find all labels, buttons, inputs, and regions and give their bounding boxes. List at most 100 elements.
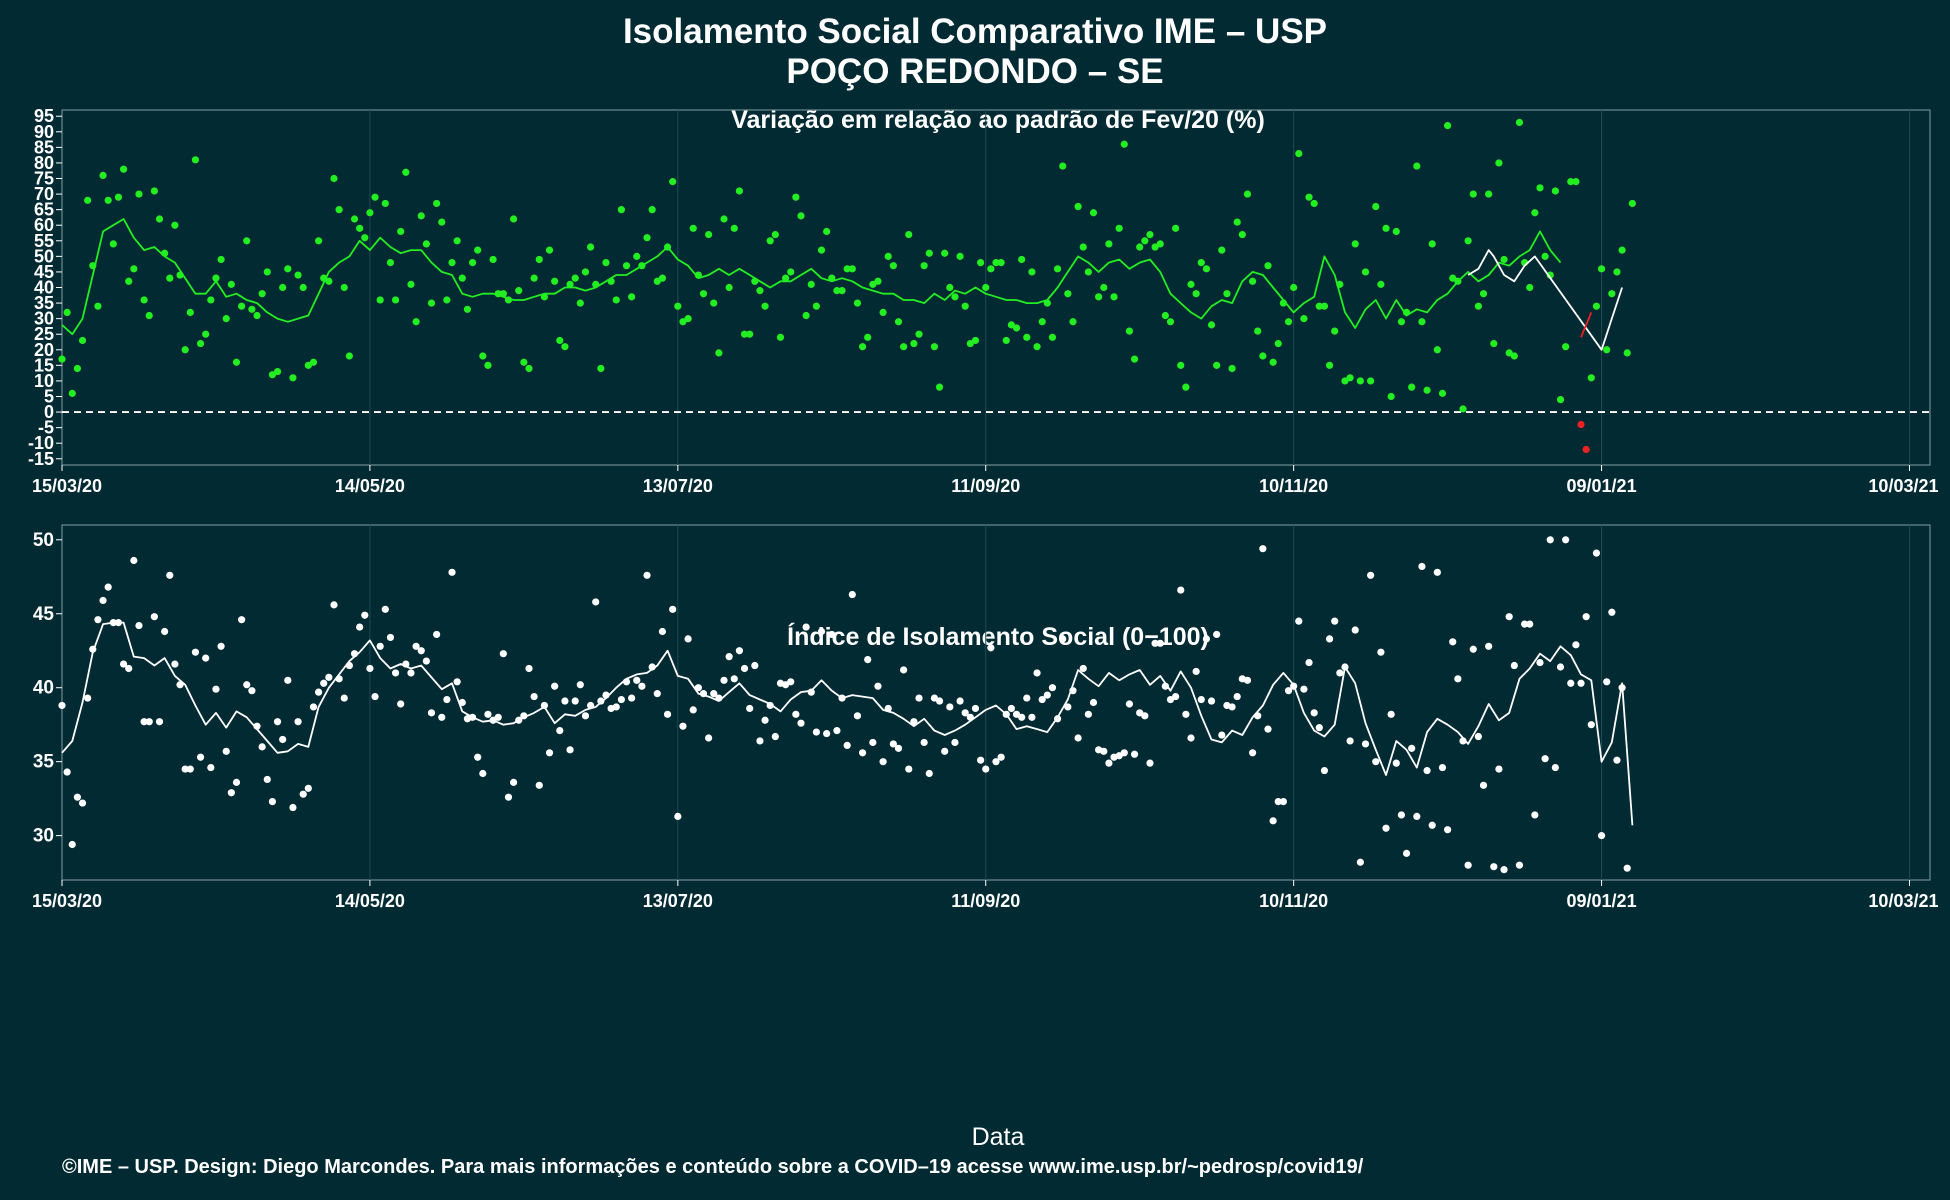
data-point — [710, 299, 718, 307]
data-point — [217, 255, 225, 264]
data-point — [1500, 255, 1508, 264]
data-point — [525, 364, 533, 373]
data-point — [1100, 283, 1108, 292]
data-point — [140, 718, 148, 726]
data-point — [1408, 744, 1416, 752]
data-point — [356, 623, 364, 631]
data-point — [196, 753, 205, 761]
data-point — [330, 174, 338, 183]
data-point — [581, 268, 590, 276]
data-point — [1064, 290, 1072, 298]
data-point — [499, 650, 507, 658]
data-point — [1351, 626, 1359, 634]
data-point — [191, 648, 200, 656]
data-point — [479, 352, 487, 360]
data-point — [864, 656, 872, 664]
x-tick-label: 13/07/20 — [643, 476, 713, 496]
data-point — [802, 623, 810, 631]
data-point — [243, 237, 251, 245]
data-point — [663, 710, 672, 718]
data-point — [1048, 333, 1057, 341]
data-point — [1300, 315, 1308, 323]
data-point — [710, 690, 718, 698]
data-point — [576, 299, 584, 307]
data-point — [443, 695, 451, 704]
data-point — [78, 799, 87, 807]
data-point — [458, 274, 466, 282]
data-point — [443, 296, 451, 304]
data-point — [1382, 824, 1390, 832]
data-point — [910, 718, 918, 726]
x-tick-label: 11/09/20 — [951, 891, 1020, 911]
data-point — [612, 296, 620, 304]
y-tick-label: 65 — [34, 200, 54, 220]
data-point — [674, 812, 682, 820]
data-point — [638, 682, 646, 690]
data-point — [1438, 763, 1447, 772]
data-point — [1603, 346, 1611, 354]
top-panel-title: Variação em relação ao padrão de Fev/20 … — [731, 106, 1265, 134]
data-point — [812, 302, 820, 310]
data-point — [1284, 318, 1293, 326]
data-point — [510, 778, 518, 786]
data-point — [1367, 377, 1375, 385]
data-point — [869, 738, 877, 747]
data-point — [843, 741, 851, 749]
data-point — [1623, 349, 1631, 357]
data-point — [720, 215, 728, 223]
data-point — [350, 215, 359, 223]
data-point — [920, 262, 928, 270]
data-point — [1582, 613, 1590, 621]
data-point — [1536, 184, 1544, 192]
data-point — [448, 568, 456, 576]
data-point — [248, 687, 256, 695]
data-point — [833, 727, 841, 735]
data-point — [238, 302, 246, 310]
data-point — [58, 355, 66, 363]
data-point — [1587, 374, 1595, 382]
data-point — [263, 268, 271, 276]
data-point — [397, 227, 405, 236]
data-point — [150, 613, 158, 621]
data-point — [730, 675, 738, 683]
data-point — [1469, 645, 1477, 653]
data-point — [1079, 243, 1087, 251]
data-point — [956, 252, 964, 260]
data-point — [1356, 858, 1364, 866]
data-point — [1541, 755, 1549, 763]
chart-subtitle: POÇO REDONDO – SE — [786, 52, 1164, 91]
data-point — [946, 283, 954, 292]
data-point — [1310, 709, 1318, 717]
data-point — [186, 308, 194, 317]
y-tick-label: 80 — [34, 153, 54, 173]
data-point — [191, 156, 200, 164]
data-point — [1012, 324, 1021, 332]
data-point — [1608, 290, 1616, 298]
data-point — [961, 709, 969, 717]
data-point — [1295, 617, 1303, 625]
data-point — [1613, 756, 1621, 764]
x-tick-label: 10/11/20 — [1259, 476, 1328, 496]
x-tick-label: 11/09/20 — [951, 476, 1020, 496]
y-tick-label: 55 — [34, 231, 54, 251]
moving-average-line — [1467, 249, 1623, 351]
data-point — [1197, 258, 1205, 267]
data-point — [1228, 703, 1236, 711]
data-point — [125, 664, 133, 673]
data-point — [1449, 638, 1457, 646]
data-point — [1084, 710, 1092, 718]
data-point — [971, 704, 980, 713]
data-point — [279, 283, 287, 292]
data-point — [920, 738, 928, 747]
data-point — [1531, 811, 1539, 819]
data-point — [1336, 669, 1344, 677]
data-point — [1608, 608, 1616, 616]
data-point — [566, 280, 574, 288]
data-point — [1125, 700, 1134, 708]
data-point — [1454, 675, 1462, 683]
data-point — [823, 227, 831, 236]
data-point — [1305, 658, 1313, 667]
data-point — [561, 343, 569, 351]
data-point — [853, 712, 862, 720]
data-point — [1315, 724, 1323, 732]
